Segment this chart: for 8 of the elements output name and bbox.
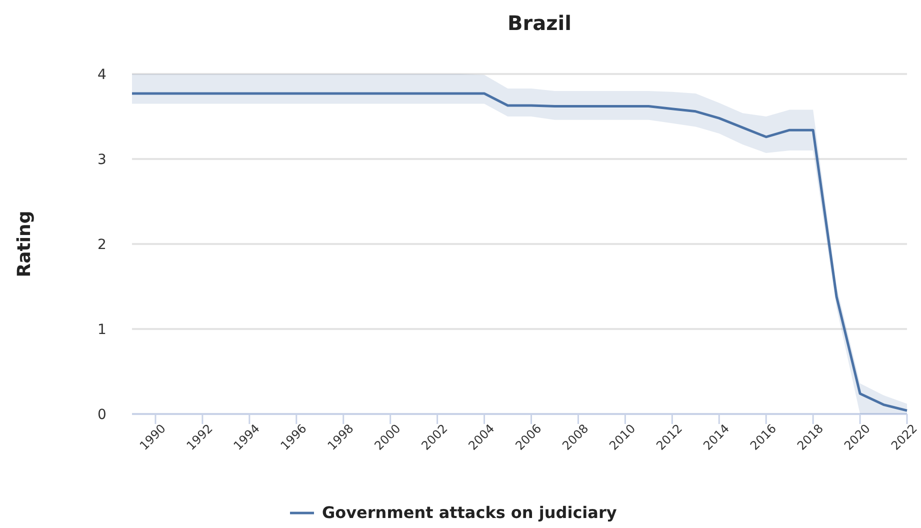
y-tick-label: 4 [98, 66, 107, 83]
y-tick-label: 2 [98, 236, 106, 253]
y-tick-label: 1 [98, 322, 106, 338]
y-tick-label: 0 [98, 406, 106, 423]
y-axis-title: Rating [14, 210, 35, 278]
chart-title: Brazil [508, 11, 572, 35]
legend-label: Government attacks on judiciary [322, 503, 618, 522]
y-tick-label: 3 [98, 152, 106, 168]
